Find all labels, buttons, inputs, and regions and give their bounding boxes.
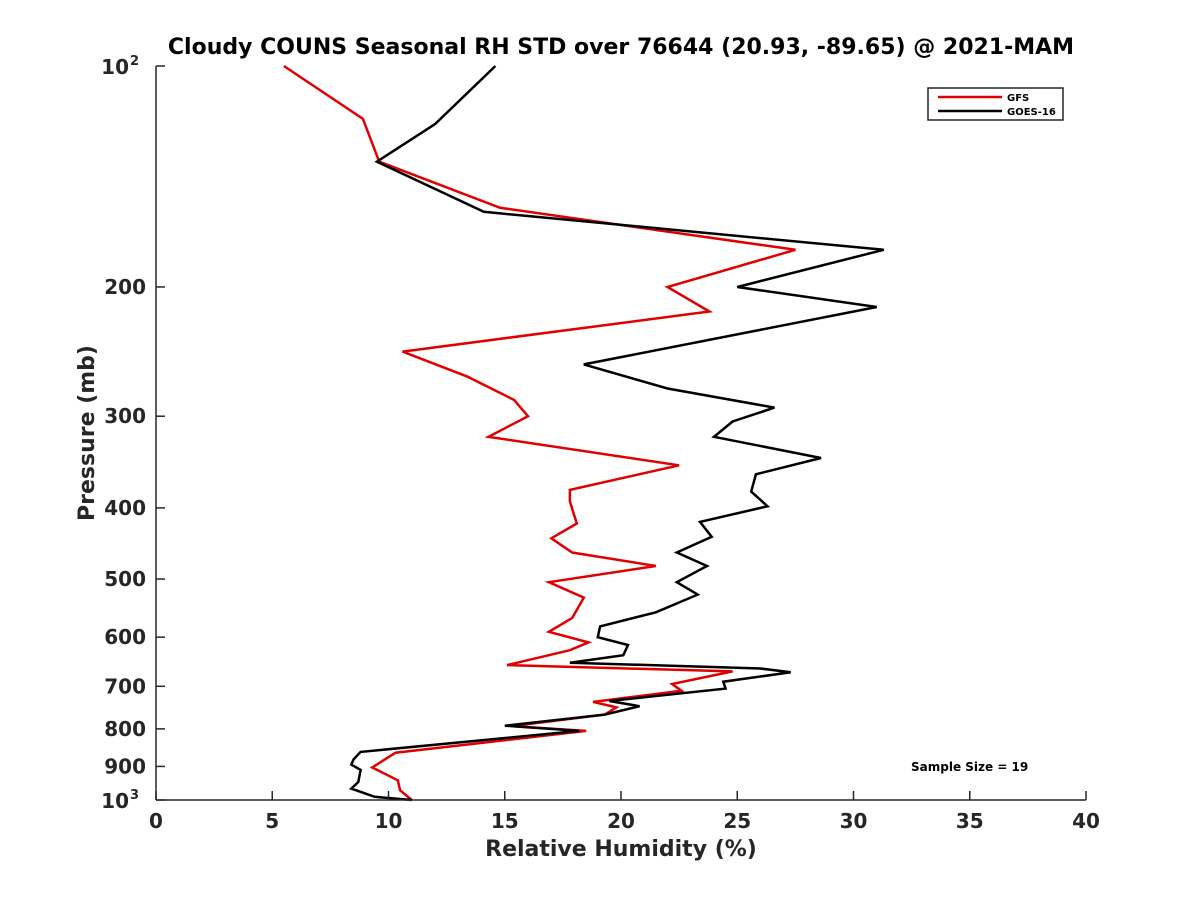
chart-title: Cloudy COUNS Seasonal RH STD over 76644 … [168, 35, 1074, 60]
y-tick-label: 800 [104, 717, 146, 741]
y-axis-label: Pressure (mb) [75, 345, 100, 521]
y-tick-label: 200 [104, 275, 146, 299]
x-tick-label: 35 [956, 809, 984, 833]
y-tick-label: 10 [101, 55, 129, 79]
x-tick-label: 25 [723, 809, 751, 833]
x-tick-label: 5 [265, 809, 279, 833]
y-tick-label: 900 [104, 754, 146, 778]
x-tick-label: 40 [1072, 809, 1100, 833]
y-tick-label: 10 [101, 789, 129, 813]
y-tick-label: 400 [104, 496, 146, 520]
y-tick-exponent: 3 [130, 788, 139, 803]
legend-box [927, 87, 1064, 121]
y-tick-label: 500 [104, 567, 146, 591]
x-tick-label: 0 [149, 809, 163, 833]
y-tick-label: 600 [104, 625, 146, 649]
x-tick-label: 10 [375, 809, 403, 833]
x-tick-label: 30 [840, 809, 868, 833]
series-line-goes16 [348, 65, 885, 802]
series-layer [283, 64, 885, 802]
y-tick-label: 300 [104, 404, 146, 428]
y-tick-label: 700 [104, 674, 146, 698]
x-tick-label: 20 [607, 809, 635, 833]
sample-size-annotation: Sample Size = 19 [911, 760, 1028, 774]
legend: GFS GOES-16 [927, 87, 1064, 121]
x-tick-label: 15 [491, 809, 519, 833]
x-axis-label: Relative Humidity (%) [485, 837, 757, 862]
legend-label-goes16: GOES-16 [1007, 107, 1056, 118]
axes [155, 66, 1086, 801]
y-tick-exponent: 2 [130, 54, 139, 69]
legend-label-gfs: GFS [1007, 93, 1029, 104]
x-ticks: 0 5 10 15 20 25 30 35 40 [149, 791, 1100, 833]
